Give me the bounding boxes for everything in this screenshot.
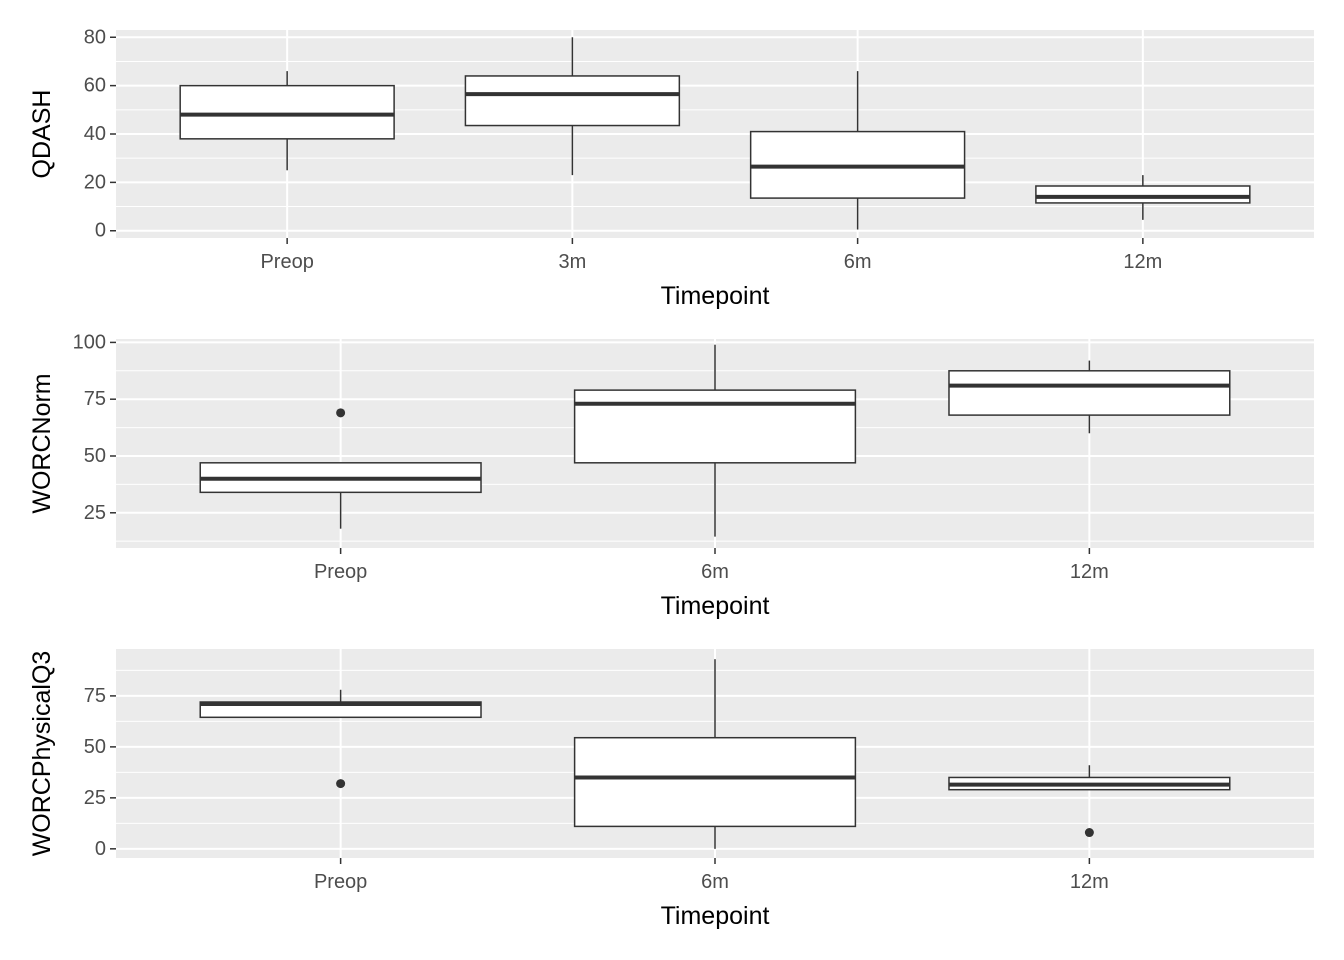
y-tick-label: 25: [84, 787, 106, 809]
y-tick-label: 75: [84, 685, 106, 707]
chart-panel-3: 0 25 50 75 Preop 6m 12m Timepoint WORCPhysicalQ3: [28, 649, 1314, 930]
x-tick-label: 3m: [558, 251, 586, 273]
chart-panel-2: 25 50 75 100 Preop 6m 12m Timepoint WORCNorm: [28, 331, 1314, 620]
x-axis-title: Timepoint: [661, 282, 770, 310]
box-iqr: [573, 736, 857, 828]
y-tick-label: 60: [84, 75, 106, 97]
x-tick-label: 6m: [844, 251, 872, 273]
outlier-point: [336, 408, 346, 418]
box-iqr: [179, 84, 395, 140]
y-tick-label: 40: [84, 123, 106, 145]
y-tick-label: 0: [95, 220, 106, 242]
y-tick-label: 50: [84, 736, 106, 758]
box-preop: [179, 71, 395, 171]
y-tick-label: 0: [95, 838, 106, 860]
x-tick-label: Preop: [260, 251, 313, 273]
y-tick-label: 75: [84, 388, 106, 410]
y-tick-label: 50: [84, 445, 106, 467]
box-3m: [464, 37, 681, 176]
box-6m: [573, 659, 857, 849]
box-iqr: [464, 75, 681, 127]
y-tick-label: 80: [84, 26, 106, 48]
y-axis-title: QDASH: [28, 90, 56, 179]
x-tick-label: Preop: [314, 871, 367, 893]
box-iqr: [573, 389, 857, 464]
x-tick-label: 12m: [1070, 871, 1109, 893]
y-tick-label: 100: [73, 331, 106, 353]
box-6m: [573, 344, 857, 537]
box-12m: [948, 360, 1231, 434]
x-tick-label: 6m: [701, 871, 729, 893]
x-axis-title: Timepoint: [661, 592, 770, 620]
box-12m: [1035, 175, 1251, 220]
box-iqr: [948, 370, 1231, 416]
box-12m: [948, 765, 1231, 838]
box-preop: [199, 408, 482, 529]
x-tick-label: 12m: [1123, 251, 1162, 273]
outlier-point: [1084, 828, 1094, 838]
outlier-point: [336, 779, 346, 789]
y-axis-title: WORCPhysicalQ3: [28, 651, 56, 857]
box-preop: [199, 689, 482, 789]
x-tick-label: 12m: [1070, 561, 1109, 583]
box-6m: [749, 71, 966, 230]
box-iqr: [1035, 185, 1251, 204]
x-tick-label: Preop: [314, 561, 367, 583]
y-tick-label: 25: [84, 502, 106, 524]
x-axis-title: Timepoint: [661, 902, 770, 930]
x-tick-label: 6m: [701, 561, 729, 583]
chart-panel-1: 0 20 40 60 80 Preop 3m 6m 12m Timepoint QDASH: [28, 26, 1314, 310]
y-axis-title: WORCNorm: [28, 373, 56, 513]
y-tick-label: 20: [84, 171, 106, 193]
